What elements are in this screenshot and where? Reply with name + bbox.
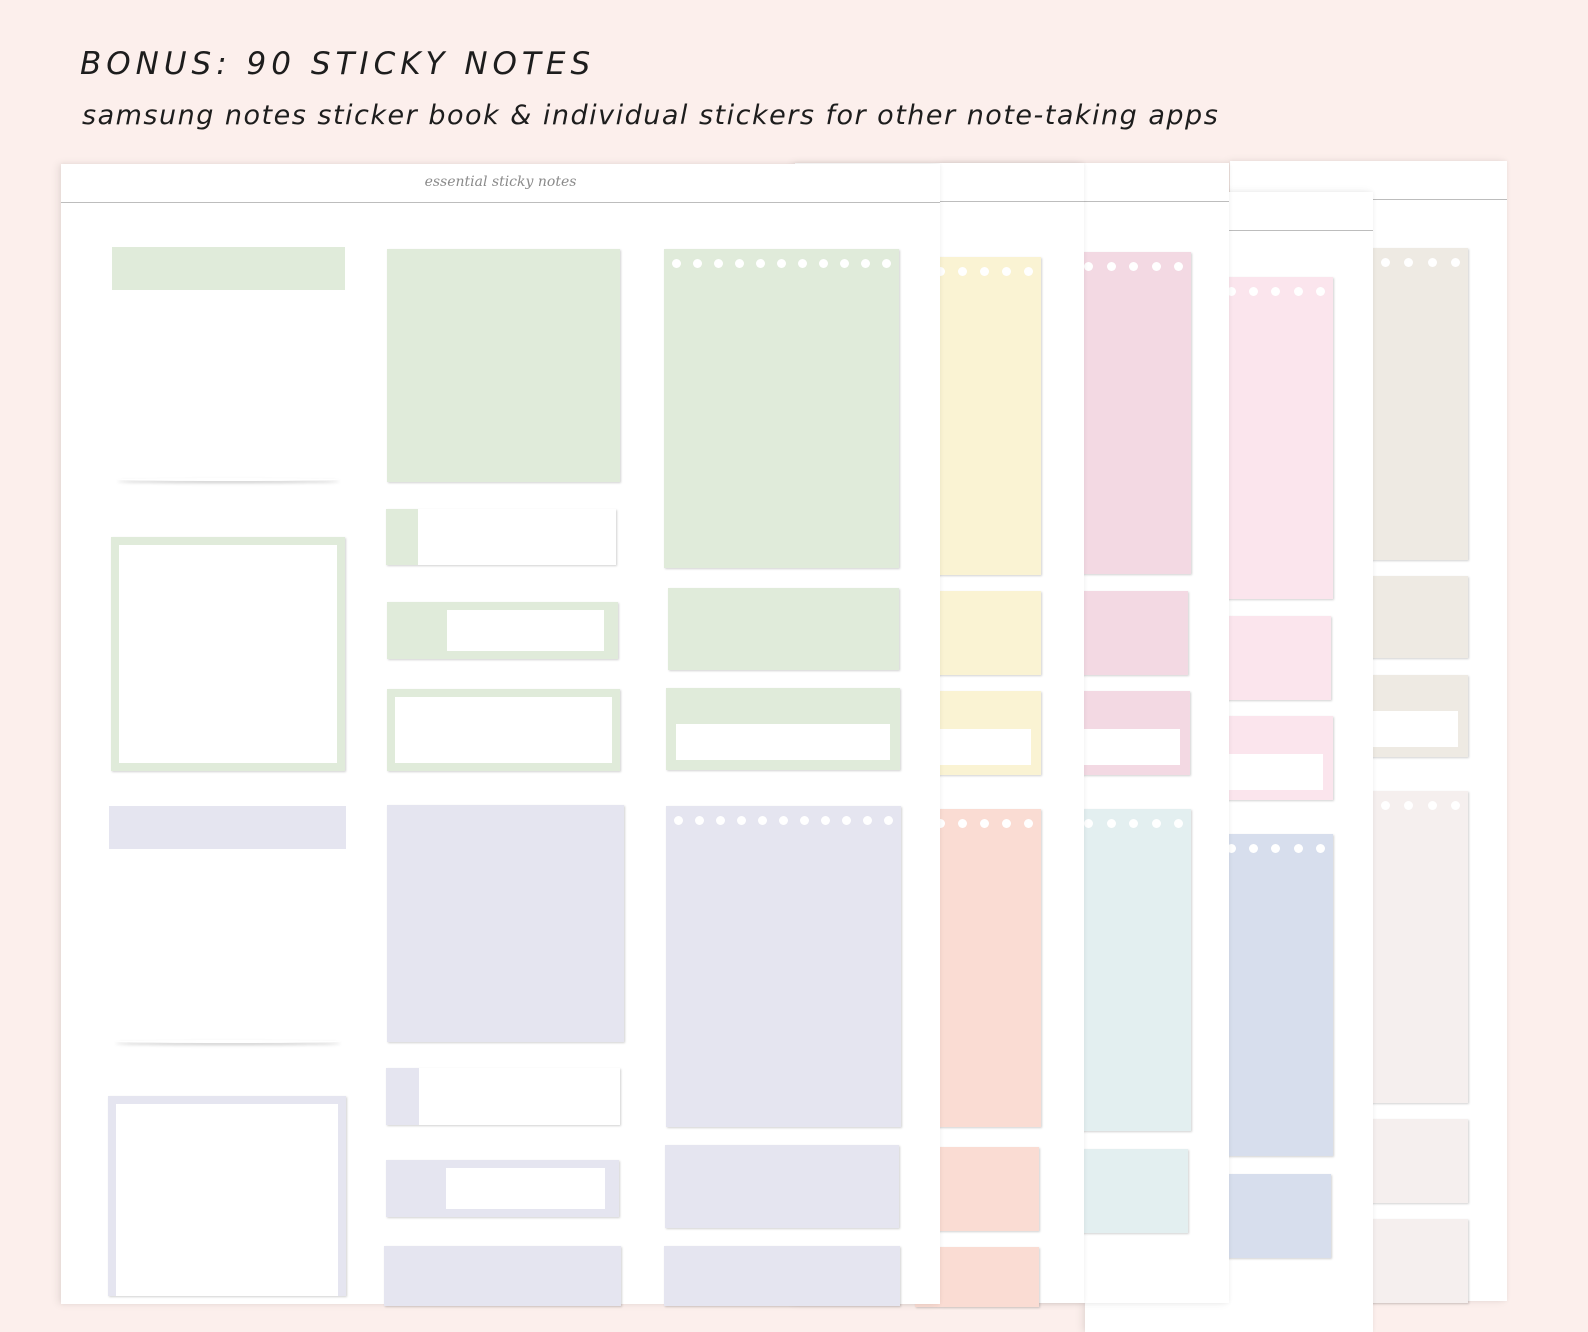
notepad-note-beige bbox=[1240, 248, 1468, 560]
label-strip bbox=[446, 1168, 605, 1209]
block-note-lavender bbox=[665, 1145, 899, 1228]
block-note-blush bbox=[1360, 1119, 1468, 1203]
tab-note-lavender bbox=[386, 1068, 620, 1125]
frame-note-green bbox=[111, 537, 345, 771]
sheet-front: essential sticky notes bbox=[61, 164, 940, 1306]
line-shadow bbox=[115, 1040, 341, 1043]
tab-color bbox=[386, 1068, 419, 1125]
punch-holes bbox=[672, 259, 891, 269]
tape-strip-lavender bbox=[109, 806, 346, 849]
sheet-header: essential sticky notes bbox=[61, 164, 940, 203]
banner-note-green bbox=[666, 688, 900, 770]
notepad-note-green bbox=[664, 249, 899, 568]
notepad-note-lavender bbox=[666, 806, 901, 1127]
bordered-note-lavender bbox=[384, 1246, 621, 1306]
sheet-header bbox=[1085, 192, 1373, 231]
tab-color bbox=[386, 509, 418, 565]
label-note-green bbox=[387, 602, 618, 659]
block-note-beige bbox=[1360, 576, 1468, 658]
tab-note-green bbox=[386, 509, 616, 565]
line-shadow bbox=[117, 478, 340, 481]
heading: BONUS: 90 STICKY NOTES bbox=[80, 46, 596, 82]
label-note-lavender bbox=[386, 1160, 619, 1217]
label-note-blush bbox=[1360, 1219, 1468, 1303]
frame-note-lavender bbox=[108, 1096, 346, 1296]
sheet-title: essential sticky notes bbox=[424, 174, 577, 190]
subheading: samsung notes sticker book & individual … bbox=[82, 100, 1220, 131]
notepad-note-blush bbox=[1240, 791, 1468, 1103]
square-note-lavender bbox=[387, 805, 624, 1042]
sheet-header bbox=[940, 163, 1229, 202]
banner-note-lavender bbox=[664, 1246, 900, 1306]
label-strip bbox=[1360, 711, 1458, 747]
bordered-note-green bbox=[387, 689, 620, 771]
block-note-green bbox=[668, 588, 899, 670]
label-note-beige bbox=[1360, 675, 1468, 757]
label-strip bbox=[676, 724, 890, 760]
square-note-green bbox=[387, 249, 620, 482]
tape-strip-green bbox=[112, 247, 345, 290]
label-strip bbox=[447, 610, 604, 651]
punch-holes bbox=[674, 816, 893, 826]
